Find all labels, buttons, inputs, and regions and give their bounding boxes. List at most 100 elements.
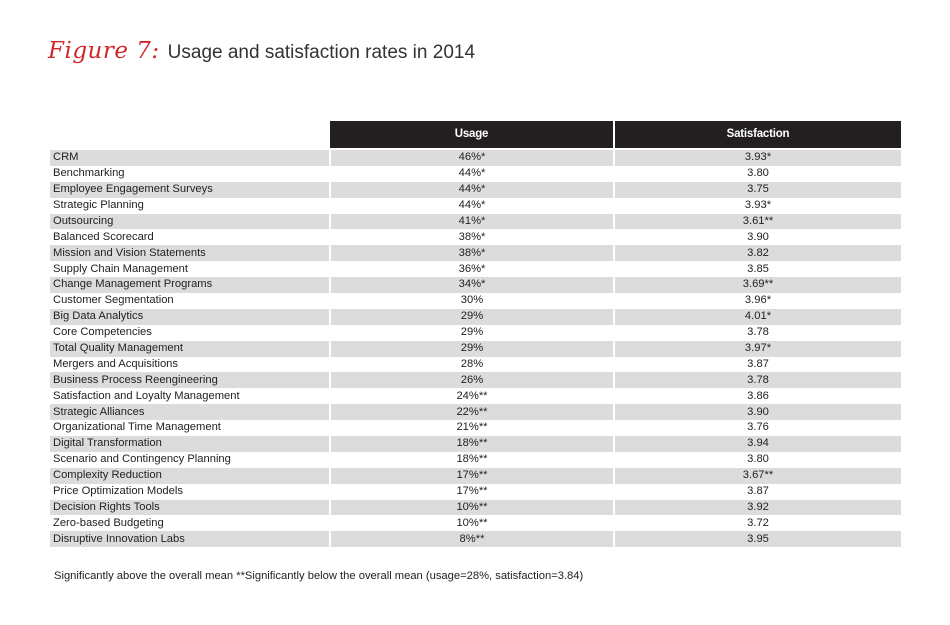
row-tool-name: Core Competencies (50, 324, 330, 341)
header-blank-cell (50, 121, 330, 149)
row-usage-value: 17%** (329, 483, 615, 500)
row-tool-name: Business Process Reengineering (50, 372, 330, 389)
header-satisfaction: Satisfaction (614, 121, 901, 149)
row-tool-name: Benchmarking (50, 165, 330, 182)
row-tool-name: Complexity Reduction (50, 467, 330, 484)
table-row: Business Process Reengineering 26% 3.78 (50, 372, 901, 389)
row-satisfaction-value: 3.96* (614, 293, 901, 309)
table-row: Satisfaction and Loyalty Management 24%**… (50, 388, 901, 405)
row-usage-value: 18%** (329, 436, 615, 452)
row-tool-name: Scenario and Contingency Planning (50, 451, 330, 468)
row-tool-name: Supply Chain Management (50, 261, 330, 278)
row-usage-value: 41%* (329, 213, 615, 230)
figure-title: Usage and satisfaction rates in 2014 (167, 42, 476, 63)
row-tool-name: Balanced Scorecard (50, 229, 330, 246)
row-usage-value: 22%** (329, 404, 615, 421)
row-tool-name: Mergers and Acquisitions (50, 356, 330, 373)
table-row: Complexity Reduction 17%** 3.67** (50, 467, 901, 484)
row-tool-name: Employee Engagement Surveys (50, 181, 330, 198)
row-usage-value: 29% (329, 340, 615, 357)
row-usage-value: 21%** (329, 420, 615, 437)
row-tool-name: CRM (50, 148, 330, 166)
table-row: Zero-based Budgeting 10%** 3.72 (50, 515, 901, 532)
row-tool-name: Outsourcing (50, 213, 330, 230)
row-satisfaction-value: 3.92 (614, 499, 901, 516)
row-satisfaction-value: 3.75 (614, 181, 901, 198)
row-satisfaction-value: 3.78 (614, 324, 901, 341)
row-usage-value: 28% (329, 356, 615, 373)
table-row: Disruptive Innovation Labs 8%** 3.95 (50, 531, 901, 548)
row-usage-value: 10%** (329, 499, 615, 516)
table-row: Balanced Scorecard 38%* 3.90 (50, 229, 901, 246)
table-row: Organizational Time Management 21%** 3.76 (50, 420, 901, 437)
row-satisfaction-value: 3.97* (614, 340, 901, 357)
row-satisfaction-value: 3.85 (614, 261, 901, 278)
table-row: Core Competencies 29% 3.78 (50, 324, 901, 341)
header-usage: Usage (330, 121, 615, 149)
footnote: Significantly above the overall mean **S… (54, 570, 584, 582)
row-satisfaction-value: 4.01* (614, 308, 901, 325)
table-header-row: Usage Satisfaction (50, 121, 901, 149)
figure-title-row: Figure 7: Usage and satisfaction rates i… (48, 38, 475, 68)
row-usage-value: 18%** (329, 451, 615, 468)
row-usage-value: 30% (329, 293, 615, 309)
row-satisfaction-value: 3.76 (614, 420, 901, 437)
row-satisfaction-value: 3.72 (614, 515, 901, 532)
table-row: Change Management Programs 34%* 3.69** (50, 277, 901, 294)
row-usage-value: 8%** (329, 531, 615, 548)
row-usage-value: 44%* (329, 181, 615, 198)
table-row: Outsourcing 41%* 3.61** (50, 213, 901, 230)
row-satisfaction-value: 3.94 (614, 436, 901, 452)
table-row: Mission and Vision Statements 38%* 3.82 (50, 245, 901, 262)
row-satisfaction-value: 3.78 (614, 372, 901, 389)
table-row: Mergers and Acquisitions 28% 3.87 (50, 356, 901, 373)
row-tool-name: Change Management Programs (50, 277, 330, 294)
row-satisfaction-value: 3.67** (614, 467, 901, 484)
usage-satisfaction-table: Usage Satisfaction CRM 46%* 3.93* Benchmark… (50, 121, 901, 548)
table-row: Digital Transformation 18%** 3.94 (50, 436, 901, 452)
row-satisfaction-value: 3.90 (614, 229, 901, 246)
row-tool-name: Big Data Analytics (50, 308, 330, 325)
row-satisfaction-value: 3.90 (614, 404, 901, 421)
row-tool-name: Price Optimization Models (50, 483, 330, 500)
row-tool-name: Decision Rights Tools (50, 499, 330, 516)
row-satisfaction-value: 3.80 (614, 451, 901, 468)
table-row: Big Data Analytics 29% 4.01* (50, 308, 901, 325)
row-tool-name: Total Quality Management (50, 340, 330, 357)
row-tool-name: Customer Segmentation (50, 293, 330, 309)
row-usage-value: 46%* (329, 148, 615, 166)
table-row: Benchmarking 44%* 3.80 (50, 165, 901, 182)
row-satisfaction-value: 3.87 (614, 483, 901, 500)
table-row: CRM 46%* 3.93* (50, 148, 901, 166)
row-tool-name: Strategic Planning (50, 197, 330, 214)
row-satisfaction-value: 3.86 (614, 388, 901, 405)
row-satisfaction-value: 3.87 (614, 356, 901, 373)
row-satisfaction-value: 3.69** (614, 277, 901, 294)
table-row: Strategic Alliances 22%** 3.90 (50, 404, 901, 421)
row-satisfaction-value: 3.82 (614, 245, 901, 262)
row-satisfaction-value: 3.93* (614, 148, 901, 166)
row-usage-value: 34%* (329, 277, 615, 294)
row-usage-value: 38%* (329, 229, 615, 246)
row-usage-value: 29% (329, 308, 615, 325)
table-body: CRM 46%* 3.93* Benchmarking 44%* 3.80 Employee… (50, 148, 901, 548)
row-usage-value: 26% (329, 372, 615, 389)
row-tool-name: Strategic Alliances (50, 404, 330, 421)
row-tool-name: Disruptive Innovation Labs (50, 531, 330, 548)
table-row: Employee Engagement Surveys 44%* 3.75 (50, 181, 901, 198)
row-usage-value: 10%** (329, 515, 615, 532)
table-row: Customer Segmentation 30% 3.96* (50, 293, 901, 309)
table-row: Strategic Planning 44%* 3.93* (50, 197, 901, 214)
row-tool-name: Zero-based Budgeting (50, 515, 330, 532)
table-row: Scenario and Contingency Planning 18%** 3.… (50, 451, 901, 468)
row-satisfaction-value: 3.93* (614, 197, 901, 214)
row-satisfaction-value: 3.80 (614, 165, 901, 182)
row-usage-value: 29% (329, 324, 615, 341)
table-row: Supply Chain Management 36%* 3.85 (50, 261, 901, 278)
row-tool-name: Satisfaction and Loyalty Management (50, 388, 330, 405)
table-row: Decision Rights Tools 10%** 3.92 (50, 499, 901, 516)
row-tool-name: Mission and Vision Statements (50, 245, 330, 262)
row-satisfaction-value: 3.61** (614, 213, 901, 230)
row-usage-value: 44%* (329, 165, 615, 182)
row-usage-value: 17%** (329, 467, 615, 484)
